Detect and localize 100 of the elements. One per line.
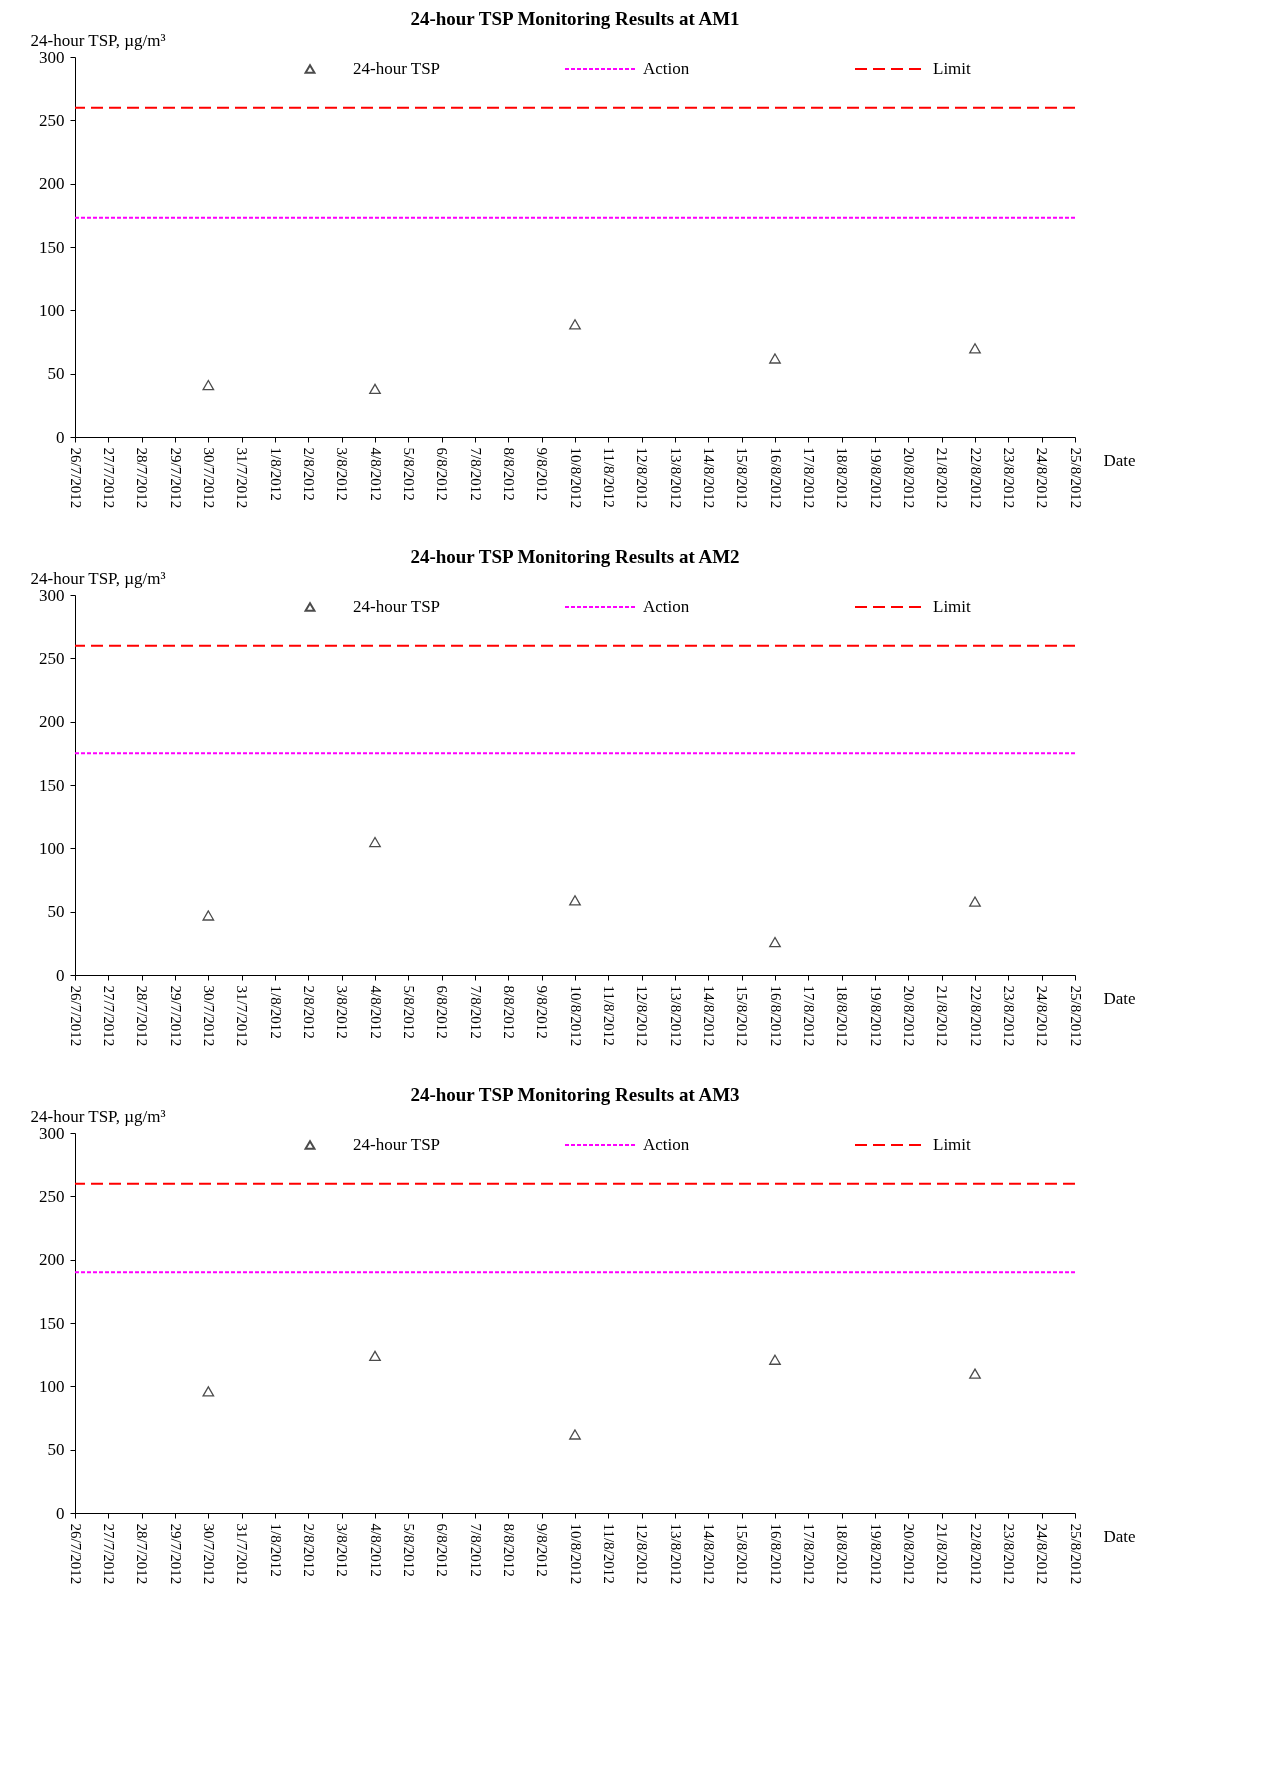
x-tick-label: 5/8/2012: [400, 1523, 417, 1577]
x-tick-label: 12/8/2012: [634, 1523, 651, 1585]
x-tick-label: 5/8/2012: [400, 985, 417, 1039]
point: [969, 896, 981, 907]
x-tick-label: 13/8/2012: [667, 985, 684, 1047]
point: [369, 383, 381, 395]
y-tick-label: 50: [47, 902, 65, 922]
point: [769, 353, 781, 364]
y-tick-label: 50: [47, 1440, 65, 1460]
x-tick-label: 4/8/2012: [367, 985, 384, 1039]
x-tick-label: 20/8/2012: [900, 447, 917, 509]
x-tick-label: 14/8/2012: [700, 985, 717, 1047]
x-tick-label: 7/8/2012: [467, 447, 484, 501]
x-tick-label: 2/8/2012: [300, 447, 317, 501]
x-tick-label: 4/8/2012: [367, 1523, 384, 1577]
x-tick-label: 28/7/2012: [134, 447, 151, 509]
point: [969, 1368, 981, 1379]
x-tick-label: 19/8/2012: [867, 447, 884, 509]
x-tick-label: 24/8/2012: [1034, 1523, 1051, 1585]
x-tick-label: 30/7/2012: [200, 1523, 217, 1585]
x-tick-label: 14/8/2012: [700, 1523, 717, 1585]
x-tick-label: 27/7/2012: [100, 447, 117, 509]
x-tick-label: 9/8/2012: [534, 985, 551, 1039]
x-tick-label: 1/8/2012: [267, 985, 284, 1039]
x-tick-label: 18/8/2012: [834, 985, 851, 1047]
x-tick-label: 13/8/2012: [667, 447, 684, 509]
x-tick-label: 23/8/2012: [1000, 447, 1017, 509]
legend-label: Action: [643, 1135, 690, 1154]
x-tick-label: 16/8/2012: [767, 985, 784, 1047]
x-tick-label: 7/8/2012: [467, 1523, 484, 1577]
x-tick-label: 17/8/2012: [800, 447, 817, 509]
x-axis-title: Date: [1103, 450, 1136, 470]
point: [202, 379, 215, 391]
x-tick-label: 6/8/2012: [434, 985, 451, 1039]
x-axis-title: Date: [1103, 988, 1136, 1008]
point: [369, 836, 381, 848]
x-tick-label: 18/8/2012: [834, 1523, 851, 1585]
x-tick-label: 1/8/2012: [267, 447, 284, 501]
x-tick-label: 1/8/2012: [267, 1523, 284, 1577]
x-tick-label: 30/7/2012: [200, 447, 217, 509]
legend-label: Limit: [933, 59, 972, 78]
x-tick-label: 25/8/2012: [1067, 985, 1084, 1047]
x-tick-label: 20/8/2012: [900, 985, 917, 1047]
y-tick-label: 200: [39, 174, 65, 194]
x-tick-label: 25/8/2012: [1067, 447, 1084, 509]
x-tick-label: 31/7/2012: [234, 985, 251, 1047]
x-tick-label: 15/8/2012: [734, 1523, 751, 1585]
x-tick-label: 3/8/2012: [334, 1523, 351, 1577]
x-tick-label: 29/7/2012: [167, 985, 184, 1047]
x-tick-label: 31/7/2012: [234, 1523, 251, 1585]
legend-label: Action: [643, 597, 690, 616]
y-tick-label: 250: [39, 1186, 65, 1206]
y-axis-title: 24-hour TSP, µg/m³: [30, 1106, 166, 1126]
x-tick-label: 10/8/2012: [567, 447, 584, 509]
x-tick-label: 16/8/2012: [767, 447, 784, 509]
x-tick-label: 22/8/2012: [967, 1523, 984, 1585]
x-tick-label: 27/7/2012: [100, 985, 117, 1047]
y-tick-label: 150: [39, 237, 65, 257]
legend-label: Action: [643, 59, 690, 78]
x-tick-label: 8/8/2012: [500, 1523, 517, 1577]
x-tick-label: 4/8/2012: [367, 447, 384, 501]
x-tick-label: 17/8/2012: [800, 985, 817, 1047]
point: [202, 1386, 215, 1397]
point: [569, 319, 581, 330]
x-axis-title: Date: [1103, 1526, 1136, 1546]
x-tick-label: 12/8/2012: [634, 447, 651, 509]
chart-title: 24-hour TSP Monitoring Results at AM3: [410, 1084, 740, 1105]
point: [202, 910, 215, 921]
x-tick-label: 11/8/2012: [600, 1523, 617, 1584]
x-tick-label: 24/8/2012: [1034, 985, 1051, 1047]
x-tick-label: 19/8/2012: [867, 985, 884, 1047]
point: [569, 1429, 581, 1440]
x-tick-label: 22/8/2012: [967, 985, 984, 1047]
y-tick-label: 50: [47, 364, 65, 384]
legend-label: Limit: [933, 1135, 972, 1154]
x-tick-label: 30/7/2012: [200, 985, 217, 1047]
x-tick-label: 10/8/2012: [567, 985, 584, 1047]
legend-label: Limit: [933, 597, 972, 616]
x-tick-label: 31/7/2012: [234, 447, 251, 509]
x-tick-label: 20/8/2012: [900, 1523, 917, 1585]
point: [569, 895, 581, 906]
x-tick-label: 12/8/2012: [634, 985, 651, 1047]
point: [769, 1354, 781, 1365]
x-tick-label: 21/8/2012: [934, 985, 951, 1047]
x-tick-label: 8/8/2012: [500, 447, 517, 501]
x-tick-label: 28/7/2012: [134, 985, 151, 1047]
x-tick-label: 6/8/2012: [434, 447, 451, 501]
x-tick-label: 11/8/2012: [600, 447, 617, 508]
y-tick-label: 100: [39, 1376, 65, 1396]
x-tick-label: 9/8/2012: [534, 1523, 551, 1577]
x-tick-label: 21/8/2012: [934, 1523, 951, 1585]
y-axis-title: 24-hour TSP, µg/m³: [30, 30, 166, 50]
legend-label: 24-hour TSP: [353, 597, 441, 616]
y-tick-label: 0: [56, 427, 65, 447]
x-tick-label: 13/8/2012: [667, 1523, 684, 1585]
y-tick-label: 0: [56, 965, 65, 985]
x-tick-label: 8/8/2012: [500, 985, 517, 1039]
y-tick-label: 250: [39, 648, 65, 668]
x-tick-label: 26/7/2012: [67, 985, 84, 1047]
chart-title: 24-hour TSP Monitoring Results at AM1: [410, 8, 740, 29]
